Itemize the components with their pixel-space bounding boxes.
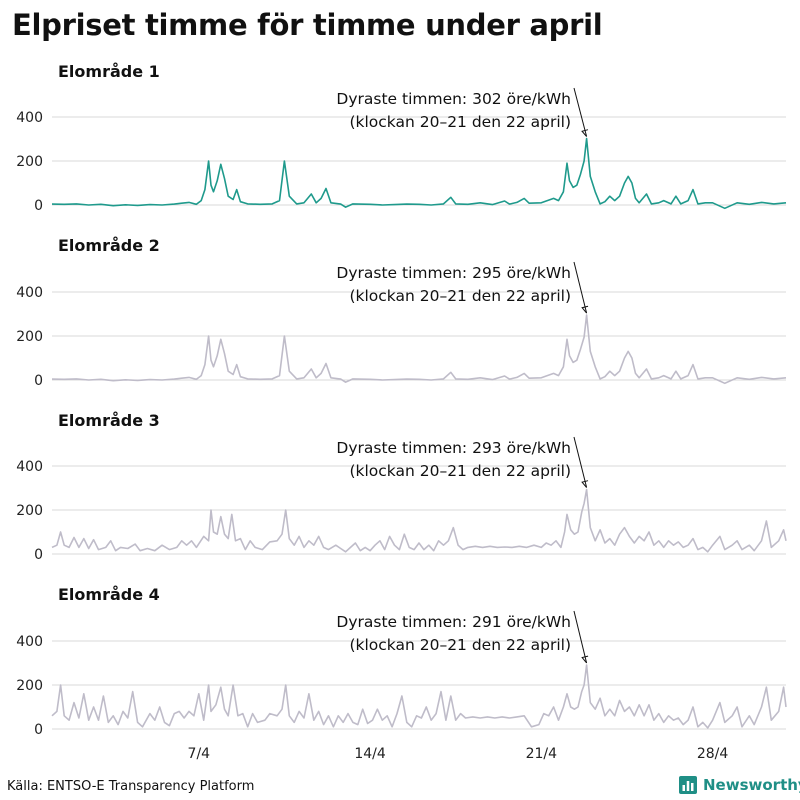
annotation-arrowhead xyxy=(581,305,589,314)
panel-title: Elområde 2 xyxy=(58,236,160,255)
panel-title: Elområde 1 xyxy=(58,62,160,81)
y-tick-label: 0 xyxy=(34,198,43,214)
annotation-arrowhead xyxy=(581,655,589,664)
x-tick-label: 21/4 xyxy=(526,746,558,762)
y-tick-label: 400 xyxy=(16,459,43,475)
annotation-line-2: (klockan 20–21 den 22 april) xyxy=(349,287,571,305)
panel-title: Elområde 4 xyxy=(58,585,160,604)
annotation-arrow xyxy=(573,436,588,488)
annotation-line-1: Dyraste timmen: 295 öre/kWh xyxy=(336,264,571,282)
panel-title: Elområde 3 xyxy=(58,411,160,430)
x-tick-label: 28/4 xyxy=(697,746,729,762)
annotation-line-1: Dyraste timmen: 302 öre/kWh xyxy=(336,90,571,108)
y-tick-label: 400 xyxy=(16,110,43,126)
annotation-arrowhead xyxy=(581,480,589,488)
annotation-arrow xyxy=(573,610,588,664)
y-tick-label: 400 xyxy=(16,285,43,301)
bar-chart-logo-icon xyxy=(679,776,697,794)
page-title: Elpriset timme för timme under april xyxy=(12,8,603,42)
y-tick-label: 0 xyxy=(34,547,43,563)
annotation-line-2: (klockan 20–21 den 22 april) xyxy=(349,462,571,480)
x-tick-label: 14/4 xyxy=(354,746,386,762)
annotation-arrowhead xyxy=(581,129,589,137)
y-tick-label: 0 xyxy=(34,373,43,389)
series-line xyxy=(51,314,787,385)
y-tick-label: 200 xyxy=(16,329,43,345)
brand-logo[interactable]: Newsworthy xyxy=(679,776,800,794)
source-text: Källa: ENTSO-E Transparency Platform xyxy=(7,779,255,794)
series-line xyxy=(51,137,787,210)
annotation-line-2: (klockan 20–21 den 22 april) xyxy=(349,636,571,654)
series-line xyxy=(51,664,787,729)
y-tick-label: 200 xyxy=(16,678,43,694)
y-tick-label: 400 xyxy=(16,634,43,650)
annotation-arrow xyxy=(573,261,588,314)
annotation-line-1: Dyraste timmen: 293 öre/kWh xyxy=(336,439,571,457)
brand-name: Newsworthy xyxy=(703,776,800,794)
series-line xyxy=(51,488,787,553)
y-tick-label: 200 xyxy=(16,154,43,170)
annotation-line-1: Dyraste timmen: 291 öre/kWh xyxy=(336,613,571,631)
x-tick-label: 7/4 xyxy=(188,746,211,762)
annotation-arrow xyxy=(573,87,588,137)
annotation-line-2: (klockan 20–21 den 22 april) xyxy=(349,113,571,131)
y-tick-label: 0 xyxy=(34,722,43,738)
y-tick-label: 200 xyxy=(16,503,43,519)
